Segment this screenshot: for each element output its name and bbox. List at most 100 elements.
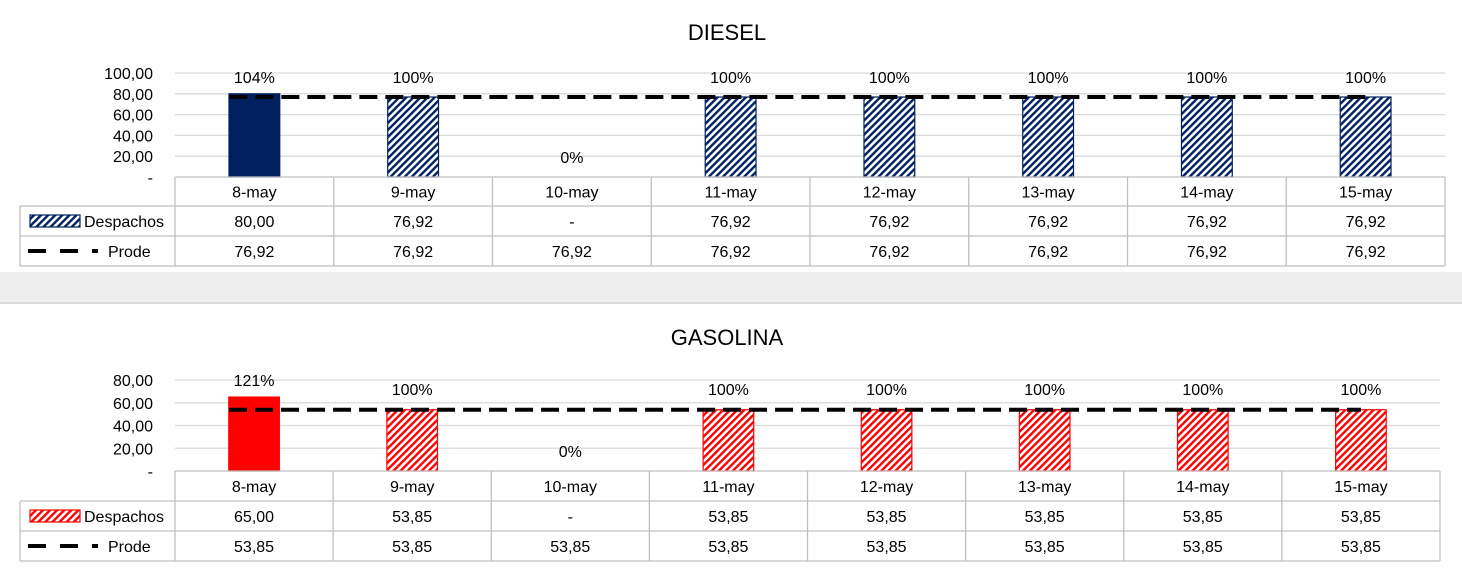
- gasolina-prode-value: 53,85: [1341, 539, 1381, 556]
- diesel-y-tick-label: -: [148, 170, 153, 187]
- gasolina-category-label: 13-may: [1018, 479, 1071, 496]
- diesel-chart-svg: DIESEL 100,00 80,00 60,00 40,00 20,00 - 104% 100…: [19, 20, 1446, 267]
- gasolina-prode-value: 53,85: [1183, 539, 1223, 556]
- gasolina-y-tick-label: 60,00: [113, 396, 153, 413]
- diesel-despachos-value: 76,92: [1028, 214, 1068, 231]
- diesel-data-label: 100%: [869, 70, 910, 87]
- gasolina-chart-title: GASOLINA: [671, 325, 784, 350]
- gasolina-prode-value: 53,85: [550, 539, 590, 556]
- gasolina-prode-value: 53,85: [867, 539, 907, 556]
- diesel-category-label: 9-may: [391, 185, 435, 202]
- diesel-bar-8-may: [228, 93, 281, 178]
- gasolina-chart: GASOLINA 80,00 60,00 40,00 20,00 - 121% 100% 0% 1…: [0, 304, 1462, 568]
- separator-band: [0, 272, 1462, 302]
- diesel-prode-value: 76,92: [1028, 244, 1068, 261]
- gasolina-y-tick-label: 80,00: [113, 373, 153, 390]
- gasolina-category-label: 12-may: [860, 479, 913, 496]
- gasolina-despachos-value: 53,85: [867, 509, 907, 526]
- gasolina-category-label: 8-may: [232, 479, 276, 496]
- diesel-legend-despachos-label: Despachos: [84, 214, 164, 231]
- gasolina-category-label: 10-may: [544, 479, 597, 496]
- separator-line: [0, 302, 1462, 304]
- gasolina-data-label: 100%: [1182, 382, 1223, 399]
- gasolina-y-tick-label: -: [148, 464, 153, 481]
- diesel-chart-title: DIESEL: [688, 20, 766, 45]
- diesel-y-tick-label: 80,00: [113, 87, 153, 104]
- gasolina-despachos-value: 53,85: [708, 509, 748, 526]
- diesel-y-tick-label: 40,00: [113, 128, 153, 145]
- diesel-y-tick-label: 60,00: [113, 108, 153, 125]
- gasolina-category-label: 9-may: [390, 479, 434, 496]
- diesel-y-tick-label: 100,00: [104, 66, 153, 83]
- diesel-category-label: 12-may: [863, 185, 916, 202]
- diesel-bar-11-may: [704, 96, 757, 178]
- gasolina-data-label: 100%: [392, 382, 433, 399]
- diesel-despachos-value: 80,00: [234, 214, 274, 231]
- diesel-category-label: 15-may: [1339, 185, 1392, 202]
- gasolina-y-tick-label: 20,00: [113, 441, 153, 458]
- gasolina-prode-value: 53,85: [1025, 539, 1065, 556]
- diesel-legend-prode-label: Prode: [108, 244, 151, 261]
- gasolina-category-label: 14-may: [1176, 479, 1229, 496]
- gasolina-chart-svg: GASOLINA 80,00 60,00 40,00 20,00 - 121% 100% 0% 1…: [19, 325, 1441, 562]
- gasolina-bar-14-may: [1176, 409, 1229, 472]
- diesel-chart: DIESEL 100,00 80,00 60,00 40,00 20,00 - 104% 100…: [0, 0, 1462, 272]
- gasolina-bar-13-may: [1018, 409, 1071, 472]
- gasolina-prode-value: 53,85: [708, 539, 748, 556]
- gasolina-bar-11-may: [702, 409, 755, 472]
- gasolina-data-label: 100%: [1024, 382, 1065, 399]
- gasolina-legend-despachos-key: [29, 509, 81, 523]
- diesel-data-label: 100%: [393, 70, 434, 87]
- diesel-data-label: 100%: [1345, 70, 1386, 87]
- gasolina-bar-15-may: [1335, 409, 1387, 472]
- gasolina-prode-value: 53,85: [234, 539, 274, 556]
- gasolina-despachos-value: -: [568, 509, 573, 526]
- gasolina-despachos-value: 65,00: [234, 509, 274, 526]
- gasolina-data-label: 100%: [866, 382, 907, 399]
- gasolina-y-tick-label: 40,00: [113, 419, 153, 436]
- diesel-category-label: 11-may: [705, 185, 757, 202]
- gasolina-legend-prode-label: Prode: [108, 539, 151, 556]
- diesel-category-label: 14-may: [1180, 185, 1233, 202]
- gasolina-despachos-value: 53,85: [1025, 509, 1065, 526]
- diesel-despachos-value: 76,92: [1187, 214, 1227, 231]
- diesel-bar-13-may: [1022, 96, 1075, 178]
- gasolina-legend-despachos-label: Despachos: [84, 509, 164, 526]
- gasolina-prode-value: 53,85: [392, 539, 432, 556]
- gasolina-despachos-value: 53,85: [1183, 509, 1223, 526]
- gasolina-bar-12-may: [860, 409, 913, 472]
- diesel-data-label: 104%: [234, 70, 275, 87]
- diesel-data-label: 100%: [1028, 70, 1069, 87]
- gasolina-despachos-value: 53,85: [392, 509, 432, 526]
- diesel-prode-value: 76,92: [711, 244, 751, 261]
- gasolina-data-label: 100%: [1340, 382, 1381, 399]
- gasolina-category-label: 11-may: [702, 479, 754, 496]
- diesel-category-label: 10-may: [545, 185, 598, 202]
- diesel-prode-value: 76,92: [1346, 244, 1386, 261]
- gasolina-data-label: 100%: [708, 382, 749, 399]
- diesel-despachos-value: 76,92: [869, 214, 909, 231]
- diesel-despachos-value: -: [569, 214, 574, 231]
- diesel-despachos-value: 76,92: [1346, 214, 1386, 231]
- gasolina-despachos-value: 53,85: [1341, 509, 1381, 526]
- diesel-legend-despachos-key: [29, 214, 81, 228]
- diesel-prode-value: 76,92: [234, 244, 274, 261]
- diesel-bar-9-may: [387, 96, 440, 178]
- diesel-prode-value: 76,92: [552, 244, 592, 261]
- diesel-prode-value: 76,92: [869, 244, 909, 261]
- diesel-data-label: 100%: [1186, 70, 1227, 87]
- diesel-prode-value: 76,92: [393, 244, 433, 261]
- diesel-prode-value: 76,92: [1187, 244, 1227, 261]
- diesel-category-label: 8-may: [232, 185, 276, 202]
- diesel-despachos-value: 76,92: [393, 214, 433, 231]
- diesel-y-tick-label: 20,00: [113, 149, 153, 166]
- diesel-data-label: 100%: [710, 70, 751, 87]
- diesel-despachos-value: 76,92: [711, 214, 751, 231]
- gasolina-data-label: 121%: [234, 373, 275, 390]
- diesel-data-label: 0%: [560, 150, 583, 167]
- gasolina-data-label: 0%: [559, 444, 582, 461]
- diesel-bar-12-may: [863, 96, 916, 178]
- diesel-bar-14-may: [1180, 96, 1233, 178]
- diesel-bar-15-may: [1339, 96, 1392, 178]
- gasolina-bar-9-may: [386, 409, 439, 472]
